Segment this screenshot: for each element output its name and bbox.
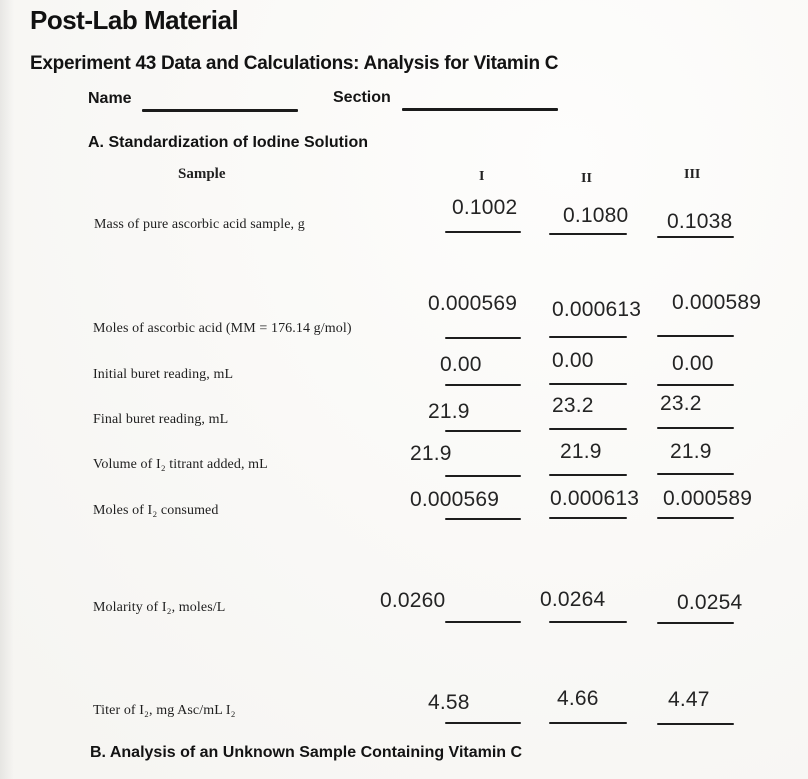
row-label: Initial buret reading, mL <box>93 367 234 382</box>
row-label: Titer of I₂, mg Asc/mL I₂ <box>93 703 236 718</box>
cell-underline <box>549 428 627 430</box>
cell-underline <box>445 475 521 477</box>
cell-value: 4.66 <box>557 687 599 710</box>
cell-underline <box>657 335 734 337</box>
cell-underline <box>445 518 521 520</box>
cell-underline <box>549 383 627 385</box>
cell-underline <box>549 233 627 235</box>
cell-underline <box>657 622 734 624</box>
cell-underline <box>445 231 521 233</box>
cell-underline <box>549 336 627 338</box>
name-label: Name <box>88 90 132 107</box>
cell-value: 0.1002 <box>452 196 518 219</box>
cell-underline <box>657 427 734 429</box>
cell-value: 0.000569 <box>428 292 518 315</box>
section-b-heading: B. Analysis of an Unknown Sample Contain… <box>90 744 523 761</box>
cell-value: 0.000613 <box>552 298 642 321</box>
column-header-3: III <box>684 167 701 182</box>
row-label: Mass of pure ascorbic acid sample, g <box>94 217 305 232</box>
cell-underline <box>445 430 521 432</box>
cell-value: 0.0260 <box>380 589 446 612</box>
row-label: Molarity of I₂, moles/L <box>93 600 226 615</box>
cell-value: 0.000589 <box>663 487 753 510</box>
section-label: Section <box>333 89 391 106</box>
cell-underline <box>657 517 734 519</box>
cell-underline <box>549 474 627 476</box>
cell-value: 0.1038 <box>667 210 733 233</box>
cell-value: 23.2 <box>552 394 594 417</box>
cell-underline <box>657 723 734 725</box>
column-header-1: I <box>479 169 485 184</box>
page-title: Post-Lab Material <box>30 5 239 35</box>
cell-value: 21.9 <box>410 442 452 465</box>
cell-value: 23.2 <box>660 392 702 415</box>
cell-value: 4.47 <box>668 688 710 711</box>
cell-value: 0.00 <box>672 352 714 375</box>
cell-underline <box>549 517 627 519</box>
cell-value: 4.58 <box>428 691 470 714</box>
cell-underline <box>549 722 627 724</box>
row-label: Volume of I₂ titrant added, mL <box>93 457 268 472</box>
cell-underline <box>445 384 521 386</box>
cell-underline <box>549 621 627 623</box>
cell-value: 21.9 <box>560 440 602 463</box>
cell-value: 0.0254 <box>677 591 743 614</box>
cell-value: 21.9 <box>670 440 712 463</box>
cell-underline <box>657 236 734 238</box>
cell-value: 0.1080 <box>563 204 629 227</box>
cell-underline <box>445 722 521 724</box>
section-a-heading: A. Standardization of Iodine Solution <box>88 134 368 151</box>
row-label: Final buret reading, mL <box>93 412 229 427</box>
cell-underline <box>445 621 521 623</box>
cell-value: 0.00 <box>440 353 482 376</box>
column-header-2: II <box>581 171 592 186</box>
sample-column-header: Sample <box>178 166 226 182</box>
section-blank-line <box>402 108 558 111</box>
cell-value: 0.0264 <box>540 588 606 611</box>
cell-value: 0.000569 <box>410 488 500 511</box>
cell-underline <box>657 473 734 475</box>
row-label: Moles of ascorbic acid (MM = 176.14 g/mo… <box>93 321 352 336</box>
cell-underline <box>657 384 734 386</box>
cell-underline <box>445 337 521 339</box>
experiment-heading: Experiment 43 Data and Calculations: Ana… <box>30 53 559 74</box>
cell-value: 0.000589 <box>672 291 762 314</box>
name-blank-line <box>142 109 298 112</box>
cell-value: 0.000613 <box>550 487 640 510</box>
cell-value: 21.9 <box>428 400 470 423</box>
row-label: Moles of I₂ consumed <box>93 503 219 518</box>
cell-value: 0.00 <box>552 349 594 372</box>
